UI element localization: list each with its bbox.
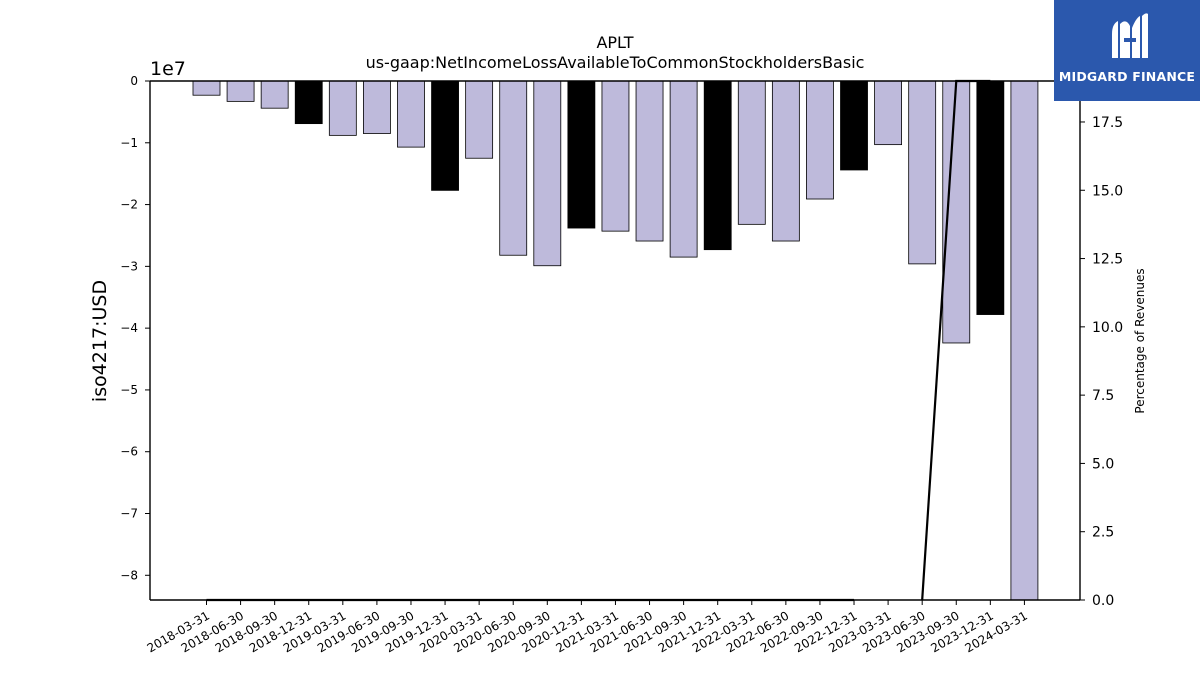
y-tick-label: 0 — [130, 74, 138, 88]
y-tick-label: −4 — [120, 321, 138, 335]
y-tick-label: −2 — [120, 198, 138, 212]
bar — [908, 80, 937, 265]
plot-area: 0 −1 −2 −3 −4 −5 −6 −7 −8 0.0 2.5 5.0 7.5 10.0 12.5 15.… — [120, 74, 1123, 655]
bar — [874, 80, 902, 146]
y-tick-label: −7 — [120, 507, 138, 521]
chart-subtitle: us-gaap:NetIncomeLossAvailableToCommonSt… — [366, 53, 865, 72]
y2-tick-label: 2.5 — [1092, 525, 1114, 541]
y-tick-label: −1 — [120, 136, 138, 150]
bar — [294, 80, 323, 125]
chart-title: APLT — [596, 33, 633, 52]
bar — [976, 80, 1005, 315]
bar — [533, 80, 562, 267]
bar — [567, 80, 596, 229]
bar — [669, 80, 698, 258]
y-tick-label: −5 — [120, 383, 138, 397]
bar — [465, 80, 494, 159]
y-tick-label: −8 — [120, 568, 138, 582]
y2-tick-label: 12.5 — [1092, 252, 1123, 268]
bar — [703, 80, 732, 251]
bar — [328, 80, 357, 136]
bar — [260, 80, 289, 109]
bar — [192, 80, 221, 96]
y2-tick-label: 7.5 — [1092, 388, 1114, 404]
midgard-m-logo-icon — [1112, 13, 1148, 59]
y2-axis-label: Percentage of Revenues — [1133, 268, 1147, 413]
brand-name: MIDGARD FINANCE — [1058, 69, 1196, 84]
bar — [635, 80, 664, 242]
y2-tick-label: 15.0 — [1092, 183, 1123, 199]
y2-tick-label: 17.5 — [1092, 115, 1123, 131]
y-axis-label: iso4217:USD — [89, 280, 111, 402]
y-tick-label: −6 — [120, 445, 138, 459]
y-tick-label: −3 — [120, 259, 138, 273]
bar — [431, 80, 459, 191]
bar — [601, 80, 630, 232]
bar — [806, 80, 834, 200]
y-axis-offset-label: 1e7 — [150, 58, 186, 80]
bar — [771, 80, 800, 242]
bar — [499, 80, 528, 256]
y2-tick-label: 10.0 — [1092, 320, 1123, 336]
brand-logo: MIDGARD FINANCE — [1054, 0, 1200, 101]
y2-tick-label: 5.0 — [1092, 456, 1114, 472]
bar — [840, 80, 868, 171]
y2-tick-label: 0.0 — [1092, 593, 1114, 609]
bar — [737, 80, 766, 225]
bar — [226, 80, 255, 102]
bar — [1010, 80, 1039, 601]
bar — [397, 80, 425, 148]
bar — [362, 80, 391, 134]
